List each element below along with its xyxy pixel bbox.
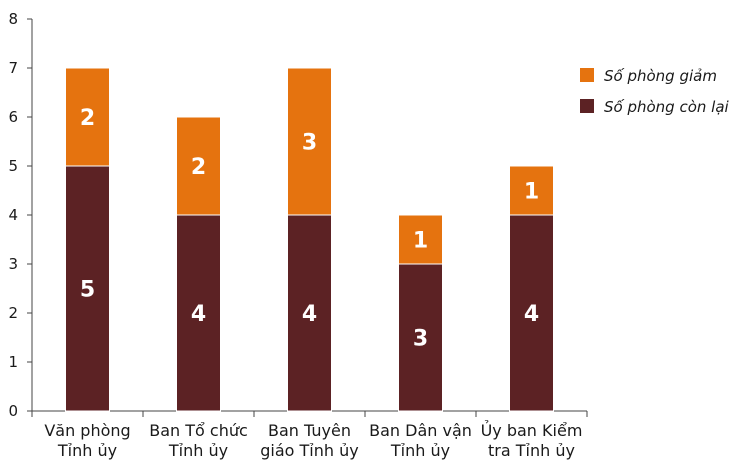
bar-segment [398,214,443,265]
bar-segment [287,67,332,216]
x-tick-label: Tỉnh ủy [168,441,228,460]
x-tick-label: Ban Tuyên [268,421,351,440]
data-label: 4 [524,302,539,327]
data-label: 1 [413,229,428,254]
y-tick-label: 8 [8,10,18,28]
bar-segment [509,165,554,216]
bar-segment [65,67,110,167]
data-label: 2 [80,106,95,131]
bar-segment [176,116,221,216]
data-label: 4 [191,302,206,327]
legend-label: Số phòng còn lại [604,98,730,116]
x-tick-label: Văn phòng [44,421,130,440]
x-tick-label: tra Tỉnh ủy [488,441,575,460]
bar-segment [176,214,221,412]
y-tick-label: 7 [8,59,18,77]
y-tick-label: 0 [8,402,18,420]
y-tick-label: 1 [8,353,18,371]
x-tick-label: Ủy ban Kiểm [481,420,583,440]
data-label: 3 [302,131,317,156]
x-tick-label: Ban Tổ chức [149,421,248,440]
bar-segment [398,263,443,412]
legend-label: Số phòng giảm [604,67,717,85]
chart-bars: 5 2 4 2 4 3 3 1 4 1 [65,67,554,412]
y-tick-label: 3 [8,255,18,273]
y-tick-label: 5 [8,157,18,175]
data-label: 5 [80,278,95,303]
data-label: 3 [413,327,428,352]
data-label: 2 [191,155,206,180]
y-tick-label: 2 [8,304,18,322]
x-tick-label: Ban Dân vận [369,421,472,440]
y-tick-label: 4 [8,206,18,224]
data-label: 1 [524,180,539,205]
bar-segment [65,165,110,412]
data-label: 4 [302,302,317,327]
bar-segment [287,214,332,412]
x-tick-label: giáo Tỉnh ủy [260,441,358,460]
x-tick-label: Tỉnh ủy [57,441,117,460]
legend-swatch [580,99,594,113]
bar-segment [509,214,554,412]
y-tick-label: 6 [8,108,18,126]
legend-swatch [580,68,594,82]
chart-legend: Số phòng giảm Số phòng còn lại [580,67,730,116]
x-tick-label: Tỉnh ủy [390,441,450,460]
